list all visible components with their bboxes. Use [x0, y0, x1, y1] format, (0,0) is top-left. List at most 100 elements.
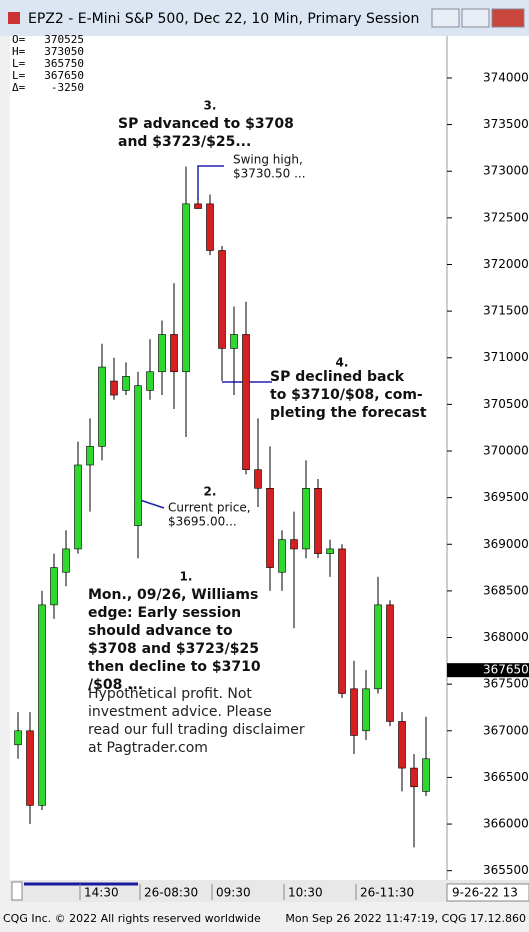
- y-tick-label: 374000: [483, 70, 529, 84]
- annotation-line: SP advanced to $3708: [118, 116, 294, 132]
- annotation-number: 2.: [204, 485, 217, 499]
- candle-body: [110, 380, 118, 396]
- annotation-number: 1.: [180, 570, 193, 584]
- y-tick-label: 366500: [483, 770, 529, 784]
- annotation-line: $3708 and $3723/$25: [88, 641, 259, 657]
- y-tick-label: 366000: [483, 817, 529, 831]
- annotation-line: pleting the forecast: [270, 405, 427, 421]
- y-tick-label: 368000: [483, 630, 529, 644]
- candle-body: [290, 539, 298, 550]
- info-label: L=: [12, 69, 26, 82]
- annotation-line: should advance to: [88, 623, 233, 639]
- info-value: 365750: [44, 57, 84, 70]
- pointer-line: [197, 165, 224, 200]
- annotation-number: 3.: [204, 99, 217, 113]
- footer-right: Mon Sep 26 2022 11:47:19, CQG 17.12.860: [285, 912, 526, 925]
- x-tick-label: 09:30: [216, 886, 251, 900]
- annotation-line: $3730.50 ...: [233, 167, 306, 181]
- scroll-handle[interactable]: [11, 881, 23, 901]
- x-tick-label: 26-11:30: [360, 886, 414, 900]
- candle-body: [74, 464, 82, 550]
- candle-body: [86, 446, 94, 466]
- candle-body: [410, 767, 418, 788]
- last-price-box: [447, 663, 529, 678]
- minimize-button[interactable]: [431, 8, 460, 28]
- y-tick-label: 371000: [483, 350, 529, 364]
- candle-body: [386, 604, 394, 722]
- candle-body: [50, 567, 58, 606]
- candle-body: [338, 548, 346, 694]
- date-label: 9-26-22 13: [452, 886, 518, 900]
- y-tick-label: 367000: [483, 723, 529, 737]
- candle-body: [146, 371, 154, 391]
- window-title: EPZ2 - E-Mini S&P 500, Dec 22, 10 Min, P…: [28, 11, 419, 27]
- plot-area: [10, 36, 447, 880]
- info-value: 367650: [44, 69, 84, 82]
- x-tick-label: 26-08:30: [144, 886, 198, 900]
- candle-body: [182, 203, 190, 373]
- candle-body: [62, 548, 70, 573]
- candle-body: [242, 334, 250, 470]
- info-label: L=: [12, 57, 26, 70]
- y-tick-label: 371500: [483, 304, 529, 318]
- info-label: H=: [12, 45, 26, 58]
- info-value: -3250: [51, 81, 84, 94]
- candle-body: [230, 334, 238, 349]
- annotation-line: SP declined back: [270, 369, 405, 385]
- candle-body: [362, 688, 370, 732]
- close-button[interactable]: [491, 8, 525, 28]
- last-price-label: 367650: [483, 663, 529, 677]
- annotation-line: /$08 ...: [88, 677, 143, 693]
- candle-body: [326, 548, 334, 554]
- annotation-line: Hypothetical profit. Not: [88, 686, 252, 702]
- y-tick-label: 367500: [483, 677, 529, 691]
- x-tick-label: 14:30: [84, 886, 119, 900]
- candle-body: [374, 604, 382, 690]
- annotation-line: at Pagtrader.com: [88, 740, 208, 756]
- x-tick-label: 10:30: [288, 886, 323, 900]
- candle-body: [14, 730, 22, 746]
- y-tick-label: 373500: [483, 117, 529, 131]
- candle-body: [26, 730, 34, 806]
- candle-body: [98, 366, 106, 447]
- status-bar: [0, 910, 529, 928]
- candle-body: [158, 334, 166, 373]
- pointer-line: [139, 499, 165, 509]
- y-tick-label: 368500: [483, 583, 529, 597]
- candle-body: [266, 488, 274, 568]
- app-icon: [8, 12, 20, 24]
- candle-body: [350, 688, 358, 736]
- y-tick-label: 372000: [483, 257, 529, 271]
- annotation-line: Current price,: [168, 501, 251, 515]
- annotation-line: then decline to $3710: [88, 659, 261, 675]
- annotation-line: read our full trading disclaimer: [88, 722, 305, 738]
- candle-body: [278, 539, 286, 573]
- y-tick-label: 369500: [483, 490, 529, 504]
- candle-body: [206, 203, 214, 251]
- candle-body: [134, 385, 142, 526]
- y-tick-label: 370000: [483, 444, 529, 458]
- candle-body: [398, 721, 406, 769]
- candle-body: [314, 488, 322, 554]
- y-tick-label: 369000: [483, 537, 529, 551]
- annotation-line: $3695.00...: [168, 515, 237, 529]
- annotation-number: 4.: [336, 356, 349, 370]
- y-tick-label: 365500: [483, 863, 529, 877]
- annotation-line: edge: Early session: [88, 605, 241, 621]
- info-label: Δ=: [12, 81, 26, 94]
- info-value: 373050: [44, 45, 84, 58]
- annotation-line: Mon., 09/26, Williams: [88, 587, 258, 603]
- candle-body: [302, 488, 310, 550]
- info-value: 370525: [44, 33, 84, 46]
- maximize-button[interactable]: [461, 8, 490, 28]
- annotation-line: investment advice. Please: [88, 704, 272, 720]
- footer-left: CQG Inc. © 2022 All rights reserved worl…: [3, 912, 261, 925]
- info-label: O=: [12, 33, 26, 46]
- date-box: [446, 883, 529, 902]
- annotation-line: to $3710/$08, com-: [270, 387, 423, 403]
- candle-body: [422, 758, 430, 792]
- price-axis: [447, 36, 529, 880]
- candle-body: [218, 250, 226, 349]
- candle-body: [122, 376, 130, 391]
